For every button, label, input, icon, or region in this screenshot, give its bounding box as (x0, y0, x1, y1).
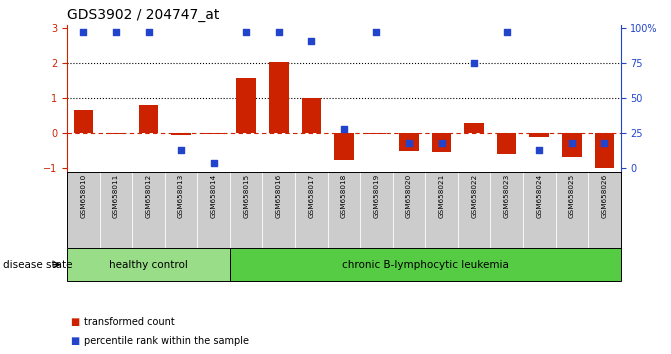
Text: GSM658026: GSM658026 (601, 174, 607, 218)
Bar (497, 133, 517, 154)
Bar (464, 124, 484, 133)
Point (273, 30, 284, 35)
Text: GSM658014: GSM658014 (211, 174, 217, 218)
Text: GDS3902 / 204747_at: GDS3902 / 204747_at (67, 8, 219, 22)
Point (306, 38, 317, 44)
Text: GSM658020: GSM658020 (406, 174, 412, 218)
Text: disease state: disease state (3, 259, 73, 270)
Point (78, 30, 89, 35)
Text: GSM658012: GSM658012 (146, 174, 152, 218)
Point (469, 61, 480, 66)
Point (176, 147, 187, 153)
Text: GSM658023: GSM658023 (504, 174, 510, 218)
Point (143, 30, 154, 35)
Text: GSM658015: GSM658015 (243, 174, 249, 218)
Point (338, 126, 349, 132)
Point (111, 30, 121, 35)
Bar (366, 133, 386, 134)
Bar (67, 248, 230, 281)
Point (371, 30, 382, 35)
Bar (139, 105, 158, 133)
Bar (74, 110, 93, 133)
Bar (230, 248, 621, 281)
Bar (432, 133, 452, 153)
Point (436, 140, 447, 146)
Text: GSM658021: GSM658021 (439, 174, 445, 218)
Text: GSM658017: GSM658017 (308, 174, 314, 218)
Text: ■: ■ (70, 336, 80, 346)
Text: percentile rank within the sample: percentile rank within the sample (84, 336, 249, 346)
Bar (236, 78, 256, 133)
Text: GSM658010: GSM658010 (81, 174, 87, 218)
Bar (269, 62, 289, 133)
Point (534, 147, 545, 153)
Bar (171, 133, 191, 135)
Text: GSM658013: GSM658013 (178, 174, 184, 218)
Text: healthy control: healthy control (109, 259, 188, 270)
Text: GSM658024: GSM658024 (536, 174, 542, 218)
Bar (301, 98, 321, 133)
Text: chronic B-lymphocytic leukemia: chronic B-lymphocytic leukemia (342, 259, 509, 270)
Point (566, 140, 577, 146)
Bar (334, 133, 354, 160)
Text: ■: ■ (70, 316, 80, 327)
Point (501, 30, 512, 35)
Text: GSM658025: GSM658025 (569, 174, 575, 218)
Bar (106, 133, 125, 134)
Text: GSM658011: GSM658011 (113, 174, 119, 218)
Point (241, 30, 252, 35)
Text: GSM658016: GSM658016 (276, 174, 282, 218)
Bar (595, 133, 614, 168)
Bar (562, 133, 582, 157)
Text: transformed count: transformed count (84, 316, 174, 327)
Bar (204, 133, 223, 134)
Bar (399, 133, 419, 151)
Point (208, 160, 219, 165)
Bar (529, 133, 549, 137)
Text: GSM658022: GSM658022 (471, 174, 477, 218)
Text: GSM658018: GSM658018 (341, 174, 347, 218)
Text: GSM658019: GSM658019 (374, 174, 380, 218)
Point (599, 140, 610, 146)
Point (404, 140, 415, 146)
